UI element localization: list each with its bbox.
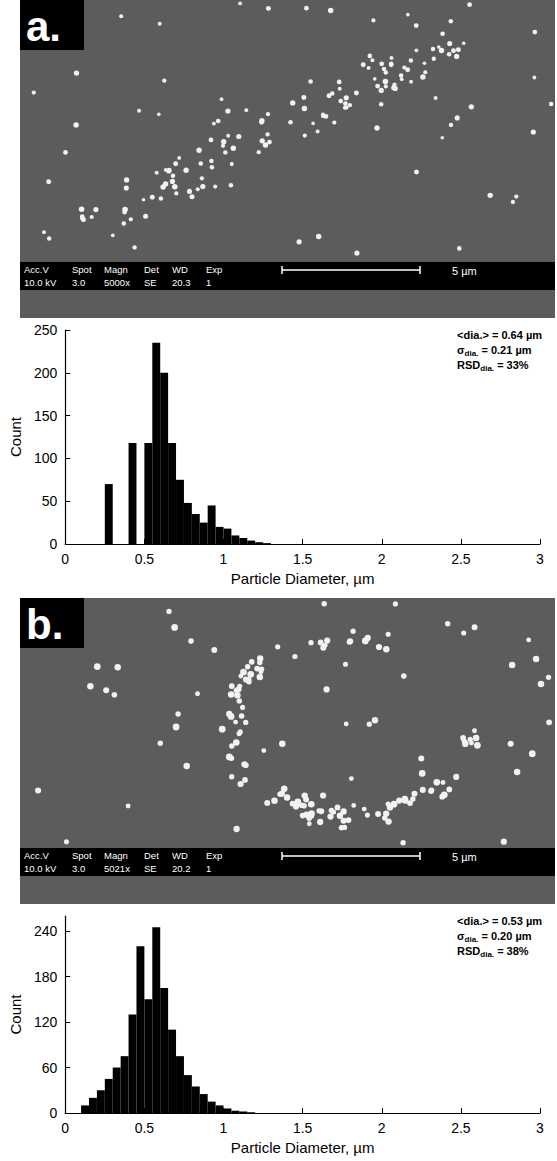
svg-text:150: 150 bbox=[34, 408, 58, 424]
svg-text:3: 3 bbox=[536, 1120, 544, 1136]
svg-text:0: 0 bbox=[49, 1105, 57, 1121]
svg-text:Count: Count bbox=[7, 416, 24, 457]
svg-text:Exp: Exp bbox=[206, 850, 222, 861]
svg-text:dia.: dia. bbox=[465, 935, 479, 944]
svg-text:dia.: dia. bbox=[465, 349, 479, 358]
svg-text:Count: Count bbox=[7, 994, 24, 1035]
svg-text:120: 120 bbox=[34, 1014, 58, 1030]
svg-text:20.2: 20.2 bbox=[172, 863, 191, 874]
svg-text:2: 2 bbox=[378, 1120, 386, 1136]
svg-text:10.0 kV: 10.0 kV bbox=[24, 277, 57, 288]
svg-text:Magn: Magn bbox=[104, 264, 128, 275]
svg-text:Particle Diameter, µm: Particle Diameter, µm bbox=[231, 1139, 375, 1156]
svg-text:1.5: 1.5 bbox=[293, 551, 313, 567]
svg-text:Det: Det bbox=[144, 264, 159, 275]
svg-text:5000x: 5000x bbox=[104, 277, 130, 288]
svg-text:<dia.> = 0.64 µm: <dia.> = 0.64 µm bbox=[457, 329, 542, 341]
svg-text:5 µm: 5 µm bbox=[452, 851, 477, 863]
svg-text:RSD: RSD bbox=[457, 945, 480, 957]
svg-text:0: 0 bbox=[61, 1120, 69, 1136]
svg-text:Acc.V: Acc.V bbox=[24, 850, 49, 861]
svg-text:SE: SE bbox=[144, 277, 157, 288]
svg-text:= 0.21 µm: = 0.21 µm bbox=[478, 344, 531, 356]
svg-text:100: 100 bbox=[34, 450, 58, 466]
svg-text:dia.: dia. bbox=[480, 364, 494, 373]
svg-text:1.5: 1.5 bbox=[293, 1120, 313, 1136]
svg-text:2.5: 2.5 bbox=[451, 551, 471, 567]
svg-text:0.5: 0.5 bbox=[135, 1120, 155, 1136]
svg-text:5021x: 5021x bbox=[104, 863, 130, 874]
svg-text:b.: b. bbox=[26, 601, 63, 648]
svg-text:240: 240 bbox=[34, 923, 58, 939]
svg-text:Spot: Spot bbox=[72, 850, 92, 861]
svg-text:SE: SE bbox=[144, 863, 157, 874]
svg-text:2: 2 bbox=[378, 551, 386, 567]
svg-text:Det: Det bbox=[144, 850, 159, 861]
svg-text:0: 0 bbox=[49, 536, 57, 552]
svg-text:1: 1 bbox=[220, 1120, 228, 1136]
svg-text:RSD: RSD bbox=[457, 359, 480, 371]
svg-text:5 µm: 5 µm bbox=[452, 265, 477, 277]
svg-text:1: 1 bbox=[206, 277, 211, 288]
svg-text:= 33%: = 33% bbox=[494, 359, 529, 371]
svg-text:Magn: Magn bbox=[104, 850, 128, 861]
svg-text:60: 60 bbox=[42, 1060, 58, 1076]
svg-text:= 0.20 µm: = 0.20 µm bbox=[478, 930, 531, 942]
svg-text:3.0: 3.0 bbox=[72, 863, 85, 874]
svg-text:10.0 kV: 10.0 kV bbox=[24, 863, 57, 874]
svg-text:WD: WD bbox=[172, 264, 188, 275]
svg-text:250: 250 bbox=[34, 322, 58, 338]
svg-text:0: 0 bbox=[61, 551, 69, 567]
svg-text:1: 1 bbox=[206, 863, 211, 874]
svg-text:3.0: 3.0 bbox=[72, 277, 85, 288]
svg-text:<dia.> = 0.53 µm: <dia.> = 0.53 µm bbox=[457, 915, 542, 927]
svg-text:1: 1 bbox=[220, 551, 228, 567]
svg-text:a.: a. bbox=[26, 3, 61, 50]
svg-text:200: 200 bbox=[34, 365, 58, 381]
svg-text:= 38%: = 38% bbox=[494, 945, 529, 957]
svg-text:dia.: dia. bbox=[480, 950, 494, 959]
svg-text:σ: σ bbox=[457, 343, 465, 356]
svg-text:20.3: 20.3 bbox=[172, 277, 191, 288]
svg-text:Particle Diameter, µm: Particle Diameter, µm bbox=[231, 570, 375, 587]
svg-text:2.5: 2.5 bbox=[451, 1120, 471, 1136]
svg-text:Exp: Exp bbox=[206, 264, 222, 275]
svg-text:0.5: 0.5 bbox=[135, 551, 155, 567]
svg-text:180: 180 bbox=[34, 969, 58, 985]
svg-text:Spot: Spot bbox=[72, 264, 92, 275]
svg-text:3: 3 bbox=[536, 551, 544, 567]
svg-text:50: 50 bbox=[42, 493, 58, 509]
svg-text:σ: σ bbox=[457, 929, 465, 942]
svg-text:Acc.V: Acc.V bbox=[24, 264, 49, 275]
svg-text:WD: WD bbox=[172, 850, 188, 861]
